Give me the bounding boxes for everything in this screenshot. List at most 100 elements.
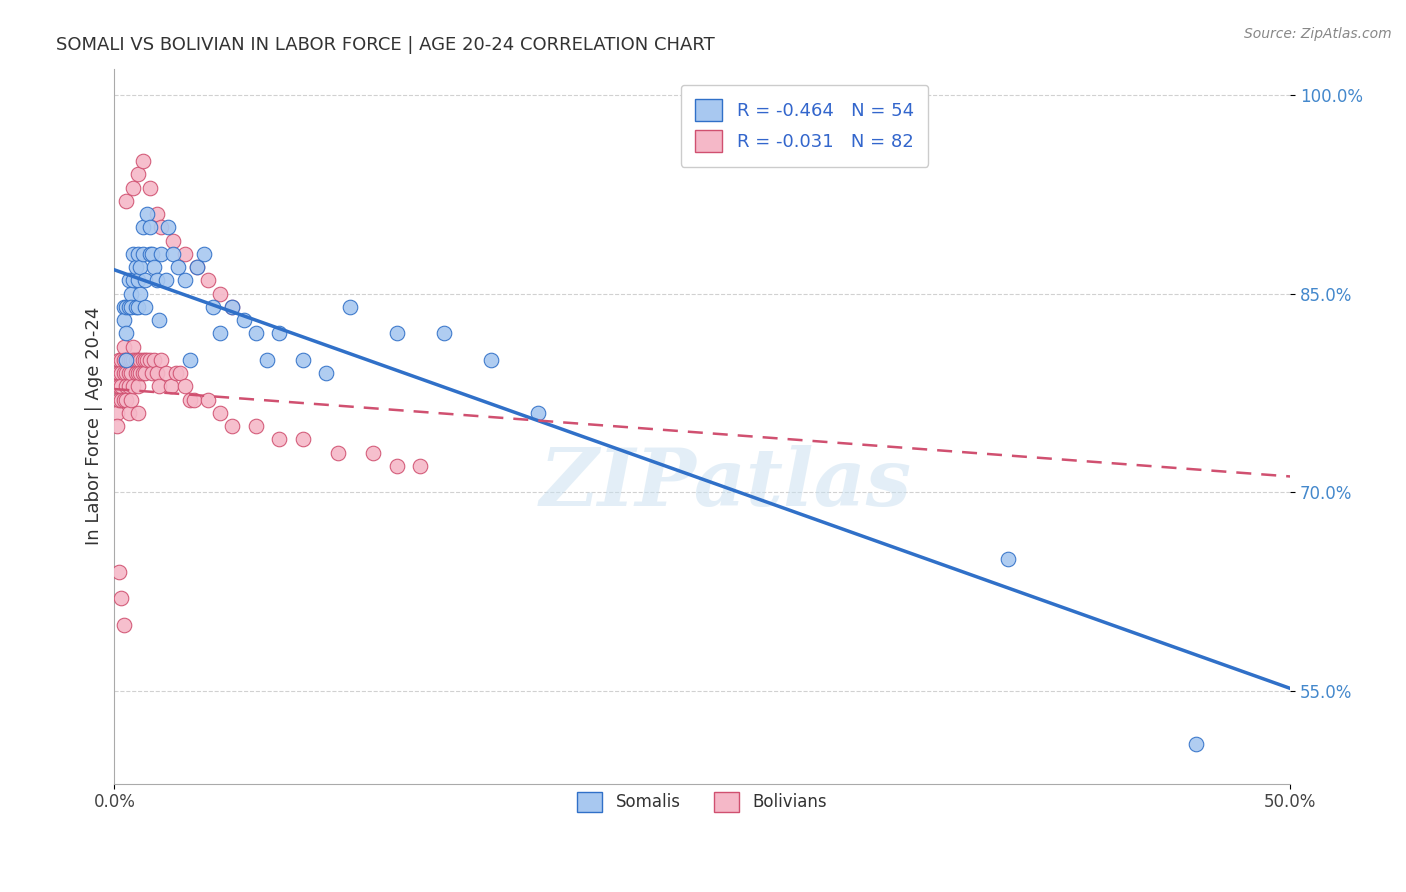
Point: [141, 366, 163, 380]
Point: [112, 352, 135, 367]
Point: [112, 340, 135, 354]
Point: [127, 247, 149, 261]
Point: [179, 352, 201, 367]
Point: [115, 379, 138, 393]
Point: [409, 458, 432, 473]
Point: [167, 260, 190, 275]
Point: [326, 445, 349, 459]
Point: [131, 247, 153, 261]
Point: [124, 352, 146, 367]
Point: [174, 379, 197, 393]
Point: [127, 379, 149, 393]
Point: [221, 300, 243, 314]
Point: [160, 379, 183, 393]
Point: [110, 591, 132, 606]
Point: [202, 300, 225, 314]
Point: [131, 366, 153, 380]
Point: [145, 273, 167, 287]
Point: [138, 220, 160, 235]
Point: [479, 352, 502, 367]
Point: [131, 220, 153, 235]
Point: [122, 340, 145, 354]
Point: [112, 392, 135, 407]
Point: [245, 419, 267, 434]
Point: [124, 260, 146, 275]
Point: [108, 366, 131, 380]
Point: [110, 352, 132, 367]
Text: Source: ZipAtlas.com: Source: ZipAtlas.com: [1244, 27, 1392, 41]
Point: [197, 273, 219, 287]
Point: [110, 366, 132, 380]
Point: [112, 313, 135, 327]
Point: [136, 207, 159, 221]
Point: [122, 180, 145, 194]
Point: [267, 326, 290, 341]
Point: [124, 366, 146, 380]
Point: [138, 247, 160, 261]
Point: [150, 247, 173, 261]
Point: [221, 300, 243, 314]
Point: [120, 392, 142, 407]
Point: [129, 286, 152, 301]
Point: [209, 286, 232, 301]
Point: [112, 366, 135, 380]
Point: [105, 419, 128, 434]
Point: [112, 300, 135, 314]
Point: [120, 286, 142, 301]
Point: [117, 352, 139, 367]
Point: [138, 180, 160, 194]
Point: [186, 260, 208, 275]
Point: [148, 379, 170, 393]
Point: [127, 273, 149, 287]
Point: [122, 352, 145, 367]
Point: [150, 220, 173, 235]
Point: [179, 392, 201, 407]
Point: [127, 168, 149, 182]
Point: [127, 352, 149, 367]
Point: [134, 273, 156, 287]
Point: [117, 273, 139, 287]
Point: [112, 617, 135, 632]
Point: [129, 366, 152, 380]
Point: [339, 300, 361, 314]
Text: ZIPatlas: ZIPatlas: [540, 444, 912, 522]
Point: [433, 326, 456, 341]
Point: [108, 392, 131, 407]
Point: [997, 551, 1019, 566]
Point: [105, 379, 128, 393]
Point: [115, 366, 138, 380]
Point: [127, 300, 149, 314]
Point: [143, 260, 166, 275]
Point: [193, 247, 215, 261]
Point: [108, 379, 131, 393]
Point: [129, 260, 152, 275]
Point: [209, 326, 232, 341]
Point: [115, 352, 138, 367]
Point: [117, 366, 139, 380]
Point: [155, 366, 177, 380]
Point: [108, 352, 131, 367]
Point: [110, 379, 132, 393]
Point: [221, 419, 243, 434]
Point: [108, 565, 131, 579]
Point: [169, 366, 191, 380]
Point: [122, 273, 145, 287]
Point: [385, 326, 408, 341]
Point: [120, 366, 142, 380]
Point: [115, 352, 138, 367]
Point: [110, 392, 132, 407]
Point: [186, 260, 208, 275]
Point: [155, 273, 177, 287]
Point: [115, 326, 138, 341]
Point: [148, 313, 170, 327]
Point: [157, 220, 180, 235]
Point: [127, 406, 149, 420]
Point: [120, 300, 142, 314]
Point: [131, 352, 153, 367]
Point: [115, 194, 138, 208]
Point: [115, 300, 138, 314]
Point: [145, 366, 167, 380]
Point: [315, 366, 337, 380]
Point: [134, 300, 156, 314]
Point: [117, 406, 139, 420]
